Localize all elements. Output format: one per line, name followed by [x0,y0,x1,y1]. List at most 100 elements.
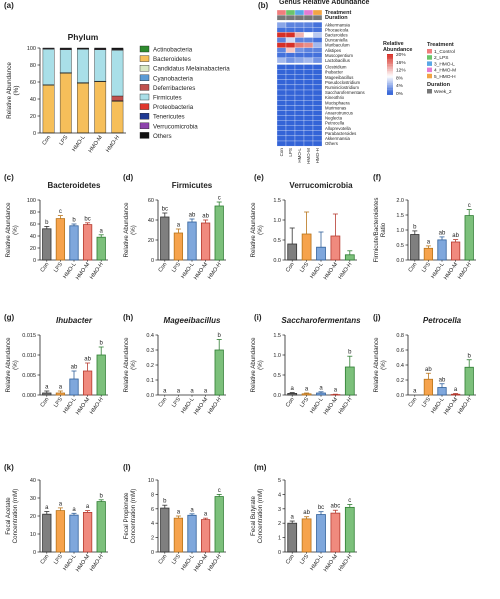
heatmap-cell [312,100,323,106]
heatmap-column-label: LPS [288,148,293,157]
heatmap-cell [312,110,323,116]
y-tick-label: 80 [30,63,36,69]
heatmap-row-label: Mucisphaera [325,100,350,105]
heatmap-cell [285,47,296,53]
y-axis-label-line: (%) [130,360,137,370]
x-tick-label: Con [41,135,52,147]
y-tick-label: 10 [30,532,36,538]
x-tick-label: LPS [421,396,432,408]
heatmap-cell [312,89,323,96]
heatmap-cell [285,94,296,101]
heatmap-cell [294,84,305,91]
legend-entry: Actinobacteria [153,47,193,54]
heatmap-cell [294,64,305,70]
significance-letter: bc [84,216,90,222]
legend-swatch [139,132,150,139]
heatmap-cell [294,125,305,131]
significance-letter: a [319,385,323,391]
legend-entry: Tenericutes [153,114,185,121]
heatmap-row-label: Alloprevotella [325,126,351,131]
significance-letter: a [177,223,181,229]
color-scale-step [387,55,393,58]
treatment-legend-swatch [427,73,432,79]
panel-a: Phylum Relative Abundance(%) 0 20 40 60 80 100 C… [6,32,230,154]
heatmap-cell [303,74,314,80]
panel-label-a: (a) [4,1,14,10]
annotation-duration-cell [303,14,314,21]
color-scale-step [387,77,393,80]
stack-segment-Firmicutes [94,49,107,82]
significance-letter: ab [189,213,196,219]
color-scale-tick: 16% [396,60,406,66]
bar-LPS [55,218,66,261]
significance-letter: a [334,388,338,394]
heatmap-row-label: Mageeibacillus [325,75,353,80]
significance-letter: a [72,507,76,513]
y-tick-label: 0.000 [22,393,36,399]
annotation-treatment-cell [285,9,296,16]
heatmap-cell [312,47,323,53]
significance-letter: ab [202,214,209,220]
heatmap-cell [285,130,296,137]
heatmap-row-label: Petrocella [325,121,345,126]
heatmap-cell [303,27,314,33]
x-tick-label: Con [408,397,419,409]
x-tick-label: LPS [53,261,64,273]
duration-legend-item: Week_2 [434,89,452,95]
treatment-legend-item: 4_HMO-M [434,68,456,74]
bar-LPS [173,232,184,261]
panel-label-e: (e) [254,173,264,182]
heatmap-cell [312,27,323,33]
y-tick-label: 60 [30,222,36,228]
significance-letter: a [427,239,431,245]
significance-letter: bc [162,207,168,213]
x-tick-label: LPS [171,553,182,565]
y-tick-label: 1.0 [273,353,281,359]
treatment-legend-swatch [427,67,432,73]
color-scale-step [387,59,393,61]
y-tick-label: 10 [148,478,154,484]
significance-letter: c [218,196,221,202]
legend-swatch [139,103,150,110]
heatmap-cell [312,37,323,43]
bar-Con [42,228,52,261]
x-tick-label: HMO-H [105,135,121,154]
heatmap-cell [276,140,287,147]
bar-Con [160,216,170,261]
y-axis-label-line: (%) [12,225,19,235]
legend-swatch [139,84,150,91]
x-tick-label: Con [285,554,296,566]
legend-swatch [139,112,150,120]
heatmap-cell [303,135,314,142]
heatmap-cell [285,100,296,106]
heatmap-cell [312,130,323,137]
y-tick-label: 20 [30,246,36,252]
y-axis-label-line: (%) [130,225,137,235]
color-scale-step [387,88,393,90]
legend-swatch [139,64,150,72]
significance-letter: b [45,220,49,226]
y-tick-label: 0.2 [396,378,404,384]
bar-Con [42,513,52,553]
y-tick-label: 0.3 [146,348,154,354]
heatmap-cell [303,64,314,70]
heatmap-cell [294,32,305,38]
bar-HMO-M [82,224,93,261]
heatmap-cell [303,69,314,75]
color-scale-step [387,54,393,56]
legend-swatch [139,93,150,101]
chart-title: Genus Relative Abundance [279,0,369,6]
significance-letter: b [218,333,222,339]
bar-LPS [423,378,434,396]
y-tick-label: 1.0 [396,228,404,234]
y-tick-label: 0.0 [396,258,404,264]
y-tick-label: 0.0 [273,393,281,399]
panel-c: Bacteroidetes Relative Abundance(%) 0 20 40 6… [5,181,108,281]
heatmap-cell [303,105,314,111]
y-axis-label-line: Relative Abundance [123,202,130,258]
heatmap-row-label: Kineothrix [325,95,345,100]
heatmap-cell [294,47,305,53]
heatmap-cell [285,84,296,91]
heatmap-cell [285,105,296,111]
